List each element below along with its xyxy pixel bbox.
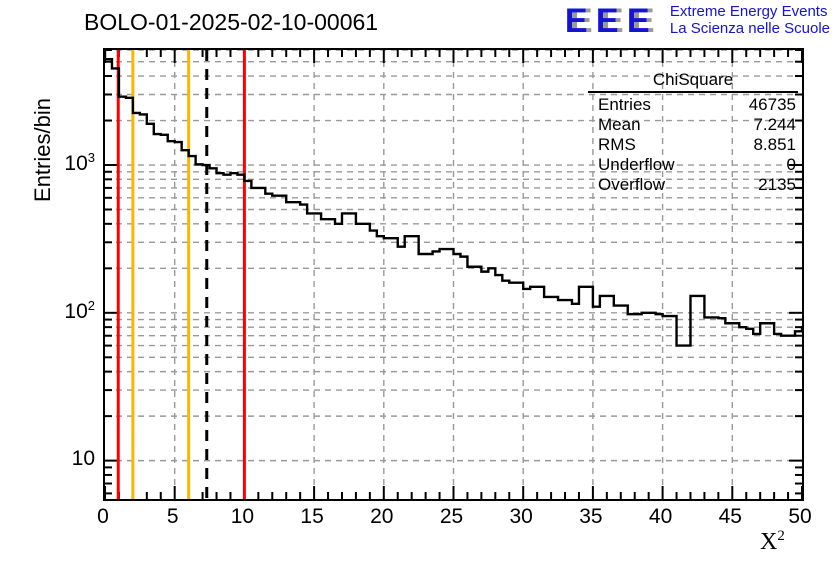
x-axis-title-base: X: [760, 529, 778, 555]
stats-row-key: Overflow: [598, 175, 666, 194]
y-tick-label: 102: [34, 298, 95, 324]
eee-letter-shadow-1: E: [569, 2, 593, 40]
stats-box-title-text: ChiSquare: [652, 70, 734, 89]
eee-logo-letters: E E E E E E: [563, 2, 663, 38]
y-tick-label-exponent: 2: [87, 297, 95, 313]
stats-row-value: 46735: [748, 95, 796, 114]
eee-logo: E E E E E E Extreme Energy Events La Sci…: [563, 2, 830, 40]
y-tick-label-base: 10: [64, 152, 88, 175]
stats-row: Underflow 0: [588, 155, 798, 175]
x-tick-label: 50: [788, 505, 812, 528]
histogram-outline: [105, 57, 802, 347]
y-tick-label-base: 10: [64, 299, 88, 323]
histogram-canvas: [105, 50, 802, 499]
stats-row-value: 7.244: [753, 115, 796, 134]
y-tick-label: 103: [34, 150, 95, 176]
stats-box-rule: [588, 91, 798, 93]
y-tick-label-exponent: 3: [87, 150, 95, 165]
x-tick-label: 10: [230, 505, 255, 528]
x-tick-label: 0: [97, 505, 109, 528]
y-tick-label-base: 10: [71, 446, 95, 470]
plot-frame: [103, 48, 804, 501]
eee-letter-shadow-2: E: [600, 2, 624, 40]
x-tick-label: 15: [300, 505, 324, 528]
stats-row: Entries 46735: [588, 95, 798, 115]
grid-lines: [105, 50, 802, 499]
x-tick-label: 30: [509, 505, 533, 528]
stats-row: RMS 8.851: [588, 135, 798, 155]
x-tick-label: 25: [439, 505, 464, 528]
stats-row-value: 2135: [758, 175, 796, 194]
y-tick-label: 10: [34, 447, 95, 471]
stats-row-key: Entries: [598, 95, 651, 114]
stats-row-value: 0: [786, 155, 796, 174]
x-tick-label: 35: [579, 505, 603, 528]
stats-box-rows: Entries 46735 Mean 7.244 RMS 8.851 Underflow 0 O…: [588, 95, 798, 195]
stats-row-value: 8.851: [753, 135, 796, 154]
stats-row: Mean 7.244: [588, 115, 798, 135]
x-tick-label: 40: [648, 505, 673, 528]
stats-row-key: Underflow: [598, 155, 675, 174]
x-axis-title-sup: 2: [777, 528, 785, 544]
x-axis-title: X2: [760, 528, 785, 556]
histogram-step-curve: [105, 50, 802, 347]
stats-box: ChiSquare Entries 46735 Mean 7.244 RMS 8.851 U…: [588, 70, 798, 195]
page-title: BOLO-01-2025-02-10-00061: [84, 9, 379, 35]
x-tick-label: 5: [166, 505, 179, 528]
stats-row-key: Mean: [598, 115, 641, 134]
stats-box-title: ChiSquare: [588, 70, 798, 91]
x-tick-label: 20: [370, 505, 394, 528]
stats-row-key: RMS: [598, 135, 636, 154]
eee-logo-text: Extreme Energy Events La Scienza nelle S…: [670, 2, 830, 37]
eee-letter-3: E: [626, 2, 650, 40]
eee-logo-line1: Extreme Energy Events: [669, 3, 828, 20]
eee-logo-line2: La Scienza nelle Scuole: [669, 20, 830, 37]
stats-row: Overflow 2135: [588, 175, 798, 195]
eee-letter-2: E: [595, 2, 619, 40]
marker-lines: [116, 50, 246, 499]
eee-letter-1: E: [564, 2, 588, 40]
eee-letter-shadow-3: E: [631, 2, 655, 40]
x-tick-label: 45: [718, 505, 742, 528]
